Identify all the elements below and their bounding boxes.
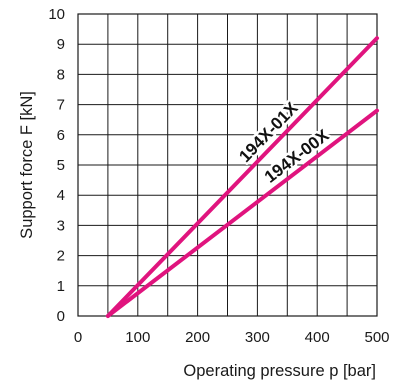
x-tick-label: 500 bbox=[364, 329, 389, 346]
y-tick-label: 5 bbox=[57, 157, 65, 174]
x-tick-label: 0 bbox=[74, 329, 82, 346]
y-axis-title: Support force F [kN] bbox=[18, 91, 36, 239]
y-tick-label: 3 bbox=[57, 217, 65, 234]
x-tick-label: 400 bbox=[305, 329, 330, 346]
y-tick-label: 2 bbox=[57, 248, 65, 265]
series-line-194x-01x bbox=[105, 36, 379, 318]
grid bbox=[77, 13, 378, 317]
y-tick-label: 1 bbox=[57, 278, 65, 295]
y-tick-label: 6 bbox=[57, 127, 65, 144]
y-tick-label: 7 bbox=[57, 97, 65, 114]
y-tick-label: 4 bbox=[57, 187, 65, 204]
tick-labels: 0 100 200 300 400 500 0 1 2 3 4 5 6 7 8 9 10 bbox=[48, 6, 389, 346]
y-tick-label: 8 bbox=[57, 66, 65, 83]
y-tick-label: 10 bbox=[48, 6, 65, 23]
x-tick-label: 100 bbox=[125, 329, 150, 346]
x-tick-label: 200 bbox=[185, 329, 210, 346]
y-tick-label: 9 bbox=[57, 36, 65, 53]
y-tick-label: 0 bbox=[57, 308, 65, 325]
x-axis-title: Operating pressure p [bar] bbox=[183, 362, 376, 380]
plot-frame bbox=[77, 13, 378, 317]
series-line-194x-00x bbox=[105, 108, 379, 318]
x-tick-label: 300 bbox=[245, 329, 270, 346]
series-lines bbox=[105, 36, 379, 318]
